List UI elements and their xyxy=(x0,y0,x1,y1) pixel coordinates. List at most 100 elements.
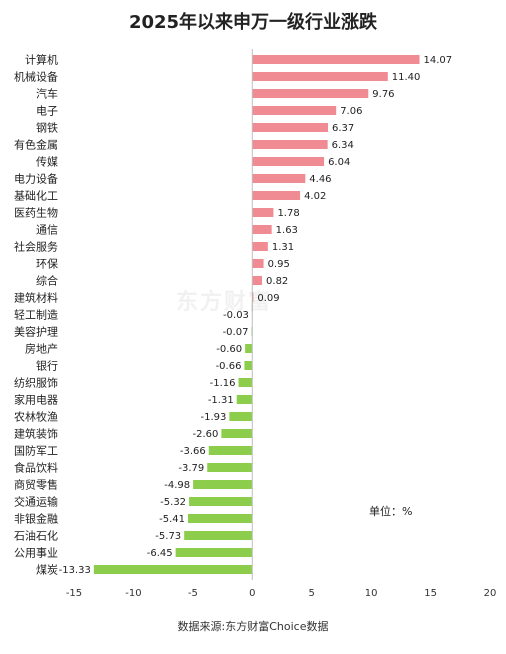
value-label: -13.33 xyxy=(59,565,91,576)
bar xyxy=(252,191,301,200)
value-label: -6.45 xyxy=(147,548,173,559)
bar xyxy=(252,55,420,64)
value-label: 1.63 xyxy=(276,225,298,236)
bar xyxy=(189,497,253,506)
category-label: 医药生物 xyxy=(14,206,58,220)
category-label: 计算机 xyxy=(25,53,58,67)
value-label: 0.09 xyxy=(257,293,279,304)
category-label: 交通运输 xyxy=(14,495,58,509)
value-label: 1.31 xyxy=(272,242,294,253)
category-label: 纺织服饰 xyxy=(14,376,58,390)
category-label: 机械设备 xyxy=(14,70,58,84)
category-label: 轻工制造 xyxy=(14,308,58,322)
bar xyxy=(187,514,253,523)
x-tick-label: -5 xyxy=(188,588,198,599)
value-label: -3.79 xyxy=(178,463,204,474)
value-label: 7.06 xyxy=(340,106,362,117)
category-label: 基础化工 xyxy=(14,189,58,203)
category-label: 家用电器 xyxy=(14,393,58,407)
category-label: 农林牧渔 xyxy=(14,410,58,424)
category-label: 煤炭 xyxy=(36,564,58,577)
category-label: 通信 xyxy=(36,224,58,237)
category-label: 食品饮料 xyxy=(14,461,58,475)
value-label: 0.95 xyxy=(268,259,290,270)
bar xyxy=(252,242,268,251)
value-label: -5.73 xyxy=(155,531,181,542)
category-label: 社会服务 xyxy=(14,240,58,254)
value-label: -1.16 xyxy=(210,378,236,389)
bar xyxy=(238,378,253,387)
value-label: -0.07 xyxy=(223,327,249,338)
value-label: -0.66 xyxy=(216,361,242,372)
x-tick-label: 15 xyxy=(424,588,437,599)
bar xyxy=(252,140,328,149)
bar xyxy=(184,531,253,540)
value-label: -1.93 xyxy=(200,412,226,423)
value-label: 4.02 xyxy=(304,191,326,202)
value-label: -1.31 xyxy=(208,395,234,406)
value-label: -3.66 xyxy=(180,446,206,457)
bar xyxy=(93,565,253,574)
value-label: -5.41 xyxy=(159,514,185,525)
bar xyxy=(193,480,253,489)
source-note: 数据来源:东方财富Choice数据 xyxy=(177,620,329,633)
category-label: 综合 xyxy=(36,274,58,288)
bar xyxy=(252,123,328,132)
value-label: 9.76 xyxy=(372,89,394,100)
bar xyxy=(207,463,253,472)
value-label: -0.03 xyxy=(223,310,249,321)
category-label: 传媒 xyxy=(36,156,58,169)
bar xyxy=(229,412,253,421)
value-label: 11.40 xyxy=(392,72,421,83)
value-label: -5.32 xyxy=(160,497,186,508)
category-label: 钢铁 xyxy=(36,122,58,135)
bar xyxy=(252,106,337,115)
value-label: -0.60 xyxy=(216,344,242,355)
x-tick-label: 5 xyxy=(309,588,315,599)
chart-title: 2025年以来申万一级行业涨跌 xyxy=(128,12,378,33)
value-label: 14.07 xyxy=(424,55,453,66)
bar xyxy=(252,89,369,98)
category-label: 银行 xyxy=(36,359,58,373)
bar xyxy=(252,293,254,302)
bar xyxy=(252,259,264,268)
x-tick-label: -15 xyxy=(66,588,82,599)
x-tick-label: 10 xyxy=(365,588,378,599)
value-label: 4.46 xyxy=(309,174,331,185)
bar xyxy=(244,361,253,370)
category-label: 有色金属 xyxy=(14,138,58,152)
category-label: 电力设备 xyxy=(14,172,58,186)
bar xyxy=(252,276,263,285)
value-label: 0.82 xyxy=(266,276,288,287)
category-label: 国防军工 xyxy=(14,444,58,458)
x-tick-label: -10 xyxy=(125,588,141,599)
category-label: 房地产 xyxy=(25,342,58,356)
value-label: -2.60 xyxy=(193,429,219,440)
bar xyxy=(175,548,253,557)
value-label: 6.04 xyxy=(328,157,350,168)
category-label: 美容护理 xyxy=(14,325,58,339)
x-tick-label: 0 xyxy=(249,588,255,599)
value-label: 1.78 xyxy=(277,208,299,219)
value-label: 6.34 xyxy=(332,140,354,151)
value-label: 6.37 xyxy=(332,123,354,134)
bar xyxy=(236,395,253,404)
bar xyxy=(245,344,253,353)
bar xyxy=(252,208,274,217)
category-label: 建筑装饰 xyxy=(14,427,58,441)
bar xyxy=(252,174,306,183)
x-tick-label: 20 xyxy=(484,588,497,599)
bar xyxy=(252,72,388,81)
bar xyxy=(252,157,325,166)
category-label: 石油石化 xyxy=(14,529,58,543)
category-label: 公用事业 xyxy=(14,547,58,560)
category-label: 汽车 xyxy=(36,87,58,101)
category-label: 建筑材料 xyxy=(14,291,58,305)
category-label: 环保 xyxy=(36,257,58,271)
bar xyxy=(208,446,253,455)
bar xyxy=(252,225,272,234)
category-label: 非银金融 xyxy=(14,512,58,526)
unit-label: 单位：% xyxy=(369,505,413,518)
